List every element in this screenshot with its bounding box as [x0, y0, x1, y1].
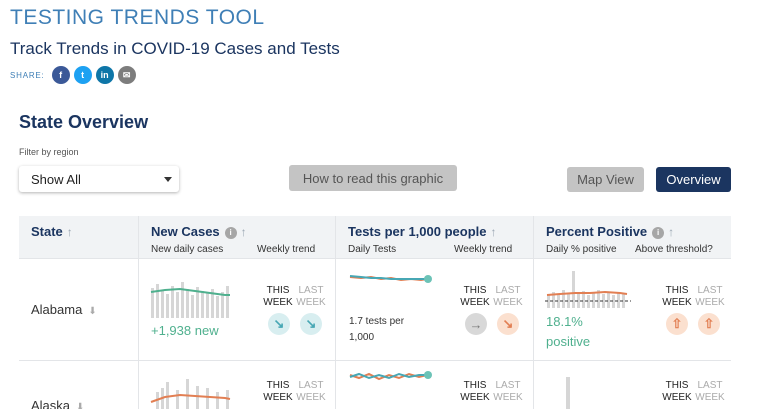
linkedin-icon[interactable]: in [95, 66, 114, 84]
download-icon[interactable]: ⬇ [76, 402, 85, 409]
section-title: State Overview [19, 112, 149, 132]
column-subheader: Above threshold? [635, 244, 713, 255]
email-icon[interactable]: ✉ [117, 66, 136, 84]
last-week-label: LAST WEEK [493, 285, 523, 308]
column-subheader: Daily Tests [348, 244, 397, 255]
facebook-icon[interactable]: f [51, 66, 70, 84]
last-week-label: LAST WEEK [296, 285, 326, 308]
column-header-percent[interactable]: Percent Positive i ↑ [546, 224, 674, 239]
row-divider [19, 360, 731, 361]
map-view-button[interactable]: Map View [567, 167, 644, 192]
sort-arrow-icon[interactable]: ↑ [668, 225, 675, 239]
this-week-label: THIS WEEK [662, 380, 692, 403]
last-week-label: LAST WEEK [695, 380, 725, 403]
tests-sparkline [349, 371, 432, 381]
arrow-down-right-icon: ↘ [268, 313, 290, 335]
column-subheader: Daily % positive [546, 244, 617, 255]
percent-positive-text: 18.1% positive [546, 314, 591, 349]
share-bar: SHARE: f t in ✉ [10, 66, 136, 84]
sort-arrow-icon[interactable]: ↑ [490, 225, 497, 239]
info-icon[interactable]: i [224, 226, 237, 239]
column-header-state[interactable]: State ↑ [31, 224, 73, 239]
arrow-down-right-icon: ↘ [300, 313, 322, 335]
column-divider [335, 216, 336, 409]
state-name: Alabama [31, 302, 83, 317]
arrow-up-icon: ⇧ [666, 313, 688, 335]
arrow-up-icon: ⇧ [698, 313, 720, 335]
column-header-tests[interactable]: Tests per 1,000 people ↑ [348, 224, 497, 239]
this-week-label: THIS WEEK [662, 285, 692, 308]
region-select-value: Show All [31, 171, 81, 187]
this-week-label: THIS WEEK [263, 380, 293, 403]
column-subheader: New daily cases [151, 244, 224, 255]
row-divider [19, 258, 731, 259]
column-header-tests-label: Tests per 1,000 people [348, 224, 487, 239]
column-subheader: Weekly trend [257, 244, 316, 255]
tool-title: TESTING TRENDS TOOL [10, 6, 265, 29]
column-divider [138, 216, 139, 409]
filter-label: Filter by region [19, 147, 79, 157]
this-week-label: THIS WEEK [460, 285, 490, 308]
share-label: SHARE: [10, 70, 45, 80]
new-cases-sparkline [150, 379, 231, 409]
tests-text: 1.7 tests per 1,000 [349, 316, 405, 343]
table-header [19, 216, 731, 258]
this-week-label: THIS WEEK [263, 285, 293, 308]
case-trend-line [150, 287, 230, 296]
last-week-label: LAST WEEK [296, 380, 326, 403]
percent-positive-sparkline [545, 271, 631, 308]
arrow-right-icon: → [465, 313, 487, 335]
daily-percent-bars [547, 271, 625, 308]
column-divider [533, 216, 534, 409]
sort-arrow-icon[interactable]: ↑ [240, 225, 247, 239]
last-week-label: LAST WEEK [493, 380, 523, 403]
column-header-state-label: State [31, 224, 63, 239]
chevron-down-icon [164, 177, 172, 182]
column-header-percent-label: Percent Positive [546, 224, 648, 239]
column-header-new-cases-label: New Cases [151, 224, 220, 239]
how-to-read-button[interactable]: How to read this graphic [289, 165, 457, 191]
arrow-down-right-icon: ↘ [497, 313, 519, 335]
info-icon[interactable]: i [652, 226, 665, 239]
new-cases-sparkline [150, 282, 230, 318]
state-name: Alaska [31, 398, 71, 409]
percent-positive-sparkline [566, 377, 570, 409]
region-select[interactable]: Show All [19, 166, 179, 192]
column-subheader: Weekly trend [454, 244, 513, 255]
download-icon[interactable]: ⬇ [88, 306, 97, 317]
column-header-new-cases[interactable]: New Cases i ↑ [151, 224, 247, 239]
sort-arrow-icon[interactable]: ↑ [66, 225, 73, 239]
twitter-icon[interactable]: t [73, 66, 92, 84]
this-week-label: THIS WEEK [460, 380, 490, 403]
table-row-state[interactable]: Alabama ⬇ [31, 302, 97, 317]
daily-case-bars [151, 282, 229, 318]
page-subtitle: Track Trends in COVID-19 Cases and Tests [10, 39, 340, 58]
overview-button[interactable]: Overview [656, 167, 731, 192]
table-row-state[interactable]: Alaska ⬇ [31, 398, 84, 409]
last-week-label: LAST WEEK [695, 285, 725, 308]
new-cases-text: +1,938 new [151, 323, 219, 338]
tests-sparkline [349, 275, 432, 283]
